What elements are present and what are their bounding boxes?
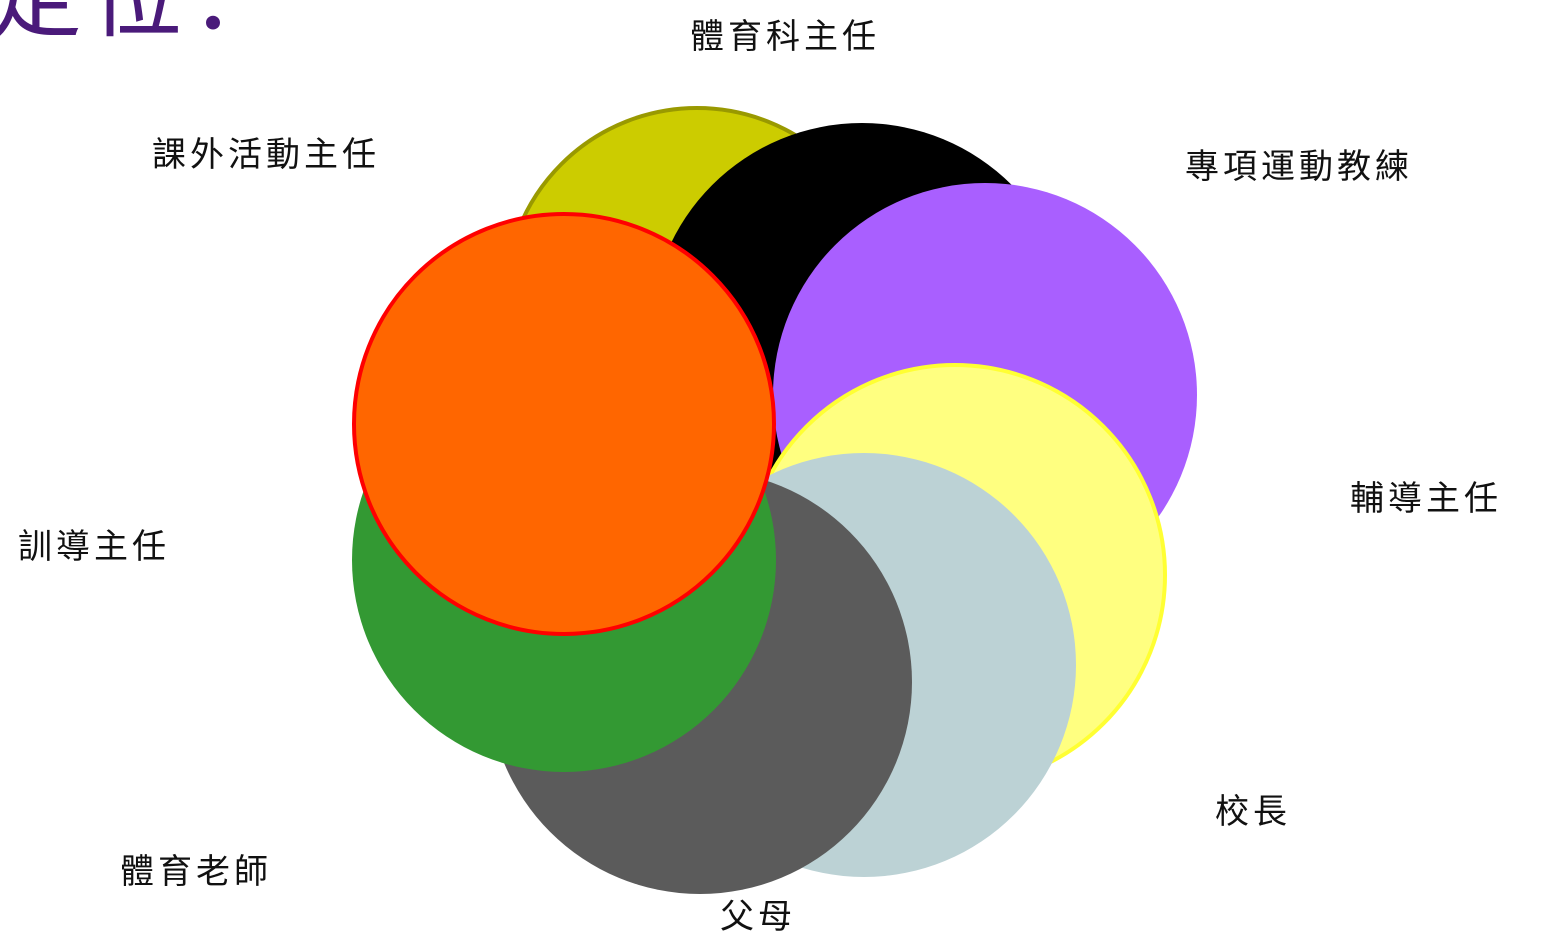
label-pe-head: 體育科主任 [690,17,880,57]
label-parents: 父母 [720,897,796,937]
label-principal: 校長 [1215,792,1291,832]
label-pe-teacher: 體育老師 [120,852,272,892]
discipline-director-circle [352,212,776,636]
slide-title: 定位： [0,0,290,44]
label-discipline-director: 訓導主任 [18,527,170,567]
label-specialist-coach: 專項運動教練 [1185,147,1413,187]
label-counseling-director: 輔導主任 [1350,479,1502,519]
label-extracurricular-director: 課外活動主任 [152,135,380,175]
